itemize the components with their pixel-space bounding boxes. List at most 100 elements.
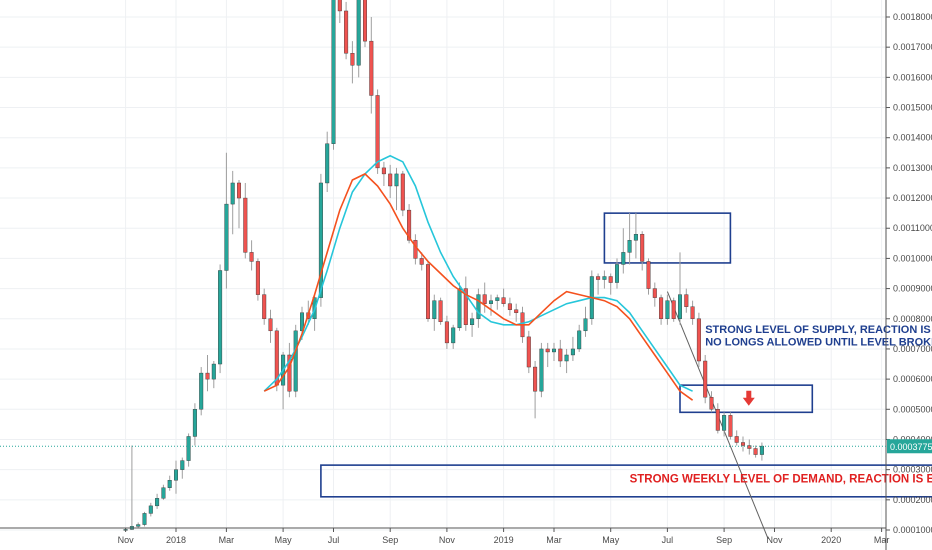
- candle-body: [690, 306, 695, 319]
- time-axis: Nov 2018 Mar May Jul Sep Nov 2019 Mar May Jul Sep No…: [0, 527, 889, 545]
- candle-body: [394, 173, 399, 187]
- price-tick-label: 0.0016000: [893, 72, 932, 82]
- last-price: 0.0003775: [0, 439, 932, 454]
- time-tick-label: 2020: [821, 535, 841, 545]
- candle: [369, 17, 374, 114]
- candle-body: [337, 0, 342, 12]
- price-tick-label: 0.0010000: [893, 253, 932, 263]
- candle: [325, 131, 330, 193]
- zone-near: [679, 384, 814, 414]
- candle-body: [268, 318, 273, 332]
- time-tick-label: Sep: [382, 535, 398, 545]
- candle: [161, 484, 166, 500]
- candle: [400, 170, 405, 217]
- candle: [539, 342, 544, 398]
- candle-body: [438, 300, 443, 322]
- candle: [274, 327, 279, 392]
- candle-body: [722, 415, 727, 431]
- candle-body: [463, 288, 468, 325]
- candle-body: [318, 182, 323, 298]
- candle-body: [678, 294, 683, 319]
- candle-body: [186, 436, 191, 461]
- candle-body: [375, 95, 380, 169]
- candle: [192, 403, 197, 446]
- ema-slow-line: [263, 154, 693, 392]
- candle-body: [344, 10, 349, 54]
- candle-body: [249, 252, 254, 262]
- candle-body: [715, 409, 720, 431]
- candle-body: [230, 182, 235, 205]
- candle-body: [747, 445, 752, 449]
- candle: [230, 170, 235, 235]
- candle-body: [709, 397, 714, 410]
- candle: [608, 273, 613, 295]
- candle-body: [558, 348, 563, 362]
- candle: [753, 445, 758, 458]
- candle: [236, 179, 241, 229]
- candle: [564, 348, 569, 374]
- candle: [570, 336, 575, 362]
- candle: [155, 493, 160, 509]
- candle-body: [621, 252, 626, 265]
- supply-note-line1: STRONG LEVEL OF SUPPLY, REACTION IS EXPE…: [705, 324, 932, 336]
- price-tick-label: 0.0006000: [893, 374, 932, 384]
- candle-body: [608, 276, 613, 283]
- candle-body: [570, 348, 575, 356]
- candle: [199, 367, 204, 416]
- candle: [344, 1, 349, 60]
- candle: [186, 433, 191, 467]
- candle-body: [495, 297, 500, 301]
- candle: [621, 228, 626, 274]
- candle-body: [489, 300, 494, 304]
- candle-body: [381, 167, 386, 175]
- candle-body: [419, 258, 424, 265]
- candle-body: [369, 40, 374, 96]
- candle-body: [444, 321, 449, 344]
- candle-body: [659, 297, 664, 319]
- candle-body: [652, 288, 657, 298]
- candle: [734, 430, 739, 446]
- price-tick-label: 0.0007000: [893, 344, 932, 354]
- candle: [577, 324, 582, 352]
- time-tick-label: Nov: [766, 535, 783, 545]
- candle: [558, 339, 563, 368]
- candle-body: [293, 330, 298, 392]
- candle-body: [325, 143, 330, 184]
- candle: [741, 436, 746, 452]
- price-tick-label: 0.0008000: [893, 314, 932, 324]
- candle-body: [300, 312, 305, 332]
- candle-body: [243, 197, 248, 253]
- candle-body: [287, 354, 292, 392]
- candle: [173, 460, 178, 494]
- candle-body: [363, 0, 368, 42]
- candle: [470, 312, 475, 337]
- candle-body: [633, 234, 638, 241]
- supply-note-line2: NO LONGS ALLOWED UNTIL LEVEL BROKEN: [705, 336, 932, 348]
- candle: [514, 303, 519, 322]
- candle: [646, 258, 651, 295]
- candle: [602, 270, 607, 289]
- price-tick-label: 0.0005000: [893, 404, 932, 414]
- candle-body: [148, 505, 153, 514]
- candle-body: [602, 276, 607, 280]
- candle: [747, 439, 752, 455]
- last-price-label: 0.0003775: [890, 442, 932, 452]
- price-tick-label: 0.0014000: [893, 133, 932, 143]
- candle-body: [388, 173, 393, 187]
- candle-body: [539, 348, 544, 392]
- candle: [331, 0, 336, 150]
- price-tick-label: 0.0018000: [893, 12, 932, 22]
- annotations: STRONG LEVEL OF SUPPLY, REACTION IS EXPE…: [630, 324, 932, 485]
- candle-body: [615, 264, 620, 283]
- candle-body: [470, 318, 475, 326]
- candle: [249, 240, 254, 271]
- candle: [728, 412, 733, 440]
- candle-body: [451, 327, 456, 344]
- candle-body: [218, 270, 223, 365]
- candle-body: [205, 372, 210, 380]
- candle: [356, 0, 361, 78]
- candle: [318, 173, 323, 307]
- candle-body: [356, 0, 361, 66]
- candle: [381, 161, 386, 186]
